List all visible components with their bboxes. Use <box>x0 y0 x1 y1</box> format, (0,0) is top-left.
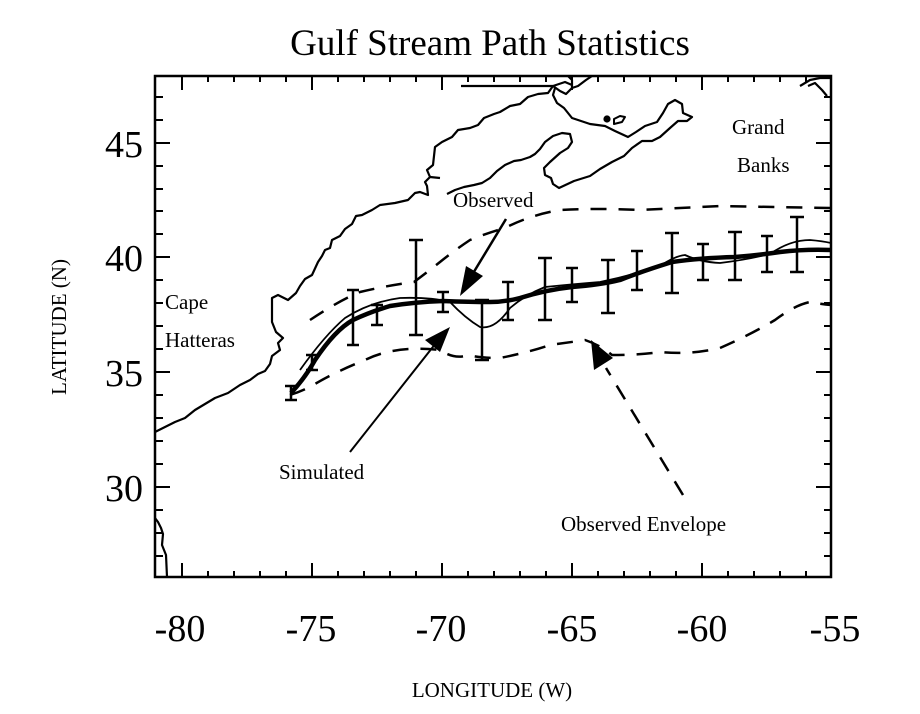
y-tick-30: 30 <box>105 468 143 510</box>
simulated-arrow <box>349 327 450 453</box>
simulated-label: Simulated <box>279 460 365 484</box>
observed-arrow <box>460 218 508 296</box>
plot-frame <box>153 74 833 579</box>
x-tick-55: -55 <box>810 608 861 650</box>
y-tick-labels: 45 40 35 30 <box>105 124 143 510</box>
observed-envelope <box>289 204 832 397</box>
x-tick-70: -70 <box>416 608 467 650</box>
grand-label: Grand <box>732 115 785 139</box>
y-tick-45: 45 <box>105 124 143 166</box>
chart-title: Gulf Stream Path Statistics <box>290 23 690 64</box>
observed-mean-path <box>289 247 832 395</box>
observed-envelope-label: Observed Envelope <box>561 512 726 536</box>
x-tick-80: -80 <box>155 608 206 650</box>
x-tick-60: -60 <box>677 608 728 650</box>
observed-label: Observed <box>453 188 534 212</box>
y-axis-ticks <box>155 96 831 557</box>
coastline <box>154 75 831 578</box>
hatteras-label: Hatteras <box>165 328 235 352</box>
observed-error-bars <box>285 215 804 402</box>
x-tick-labels: -80 -75 -70 -65 -60 -55 <box>155 608 861 650</box>
y-tick-35: 35 <box>105 353 143 395</box>
x-tick-75: -75 <box>286 608 337 650</box>
banks-label: Banks <box>737 153 790 177</box>
cape-label: Cape <box>165 290 208 314</box>
observed-envelope-arrow <box>591 340 685 496</box>
y-axis-label: LATITUDE (N) <box>47 259 71 395</box>
x-axis-ticks <box>181 76 807 577</box>
x-tick-65: -65 <box>547 608 598 650</box>
y-tick-40: 40 <box>105 238 143 280</box>
x-axis-label: LONGITUDE (W) <box>412 678 572 702</box>
